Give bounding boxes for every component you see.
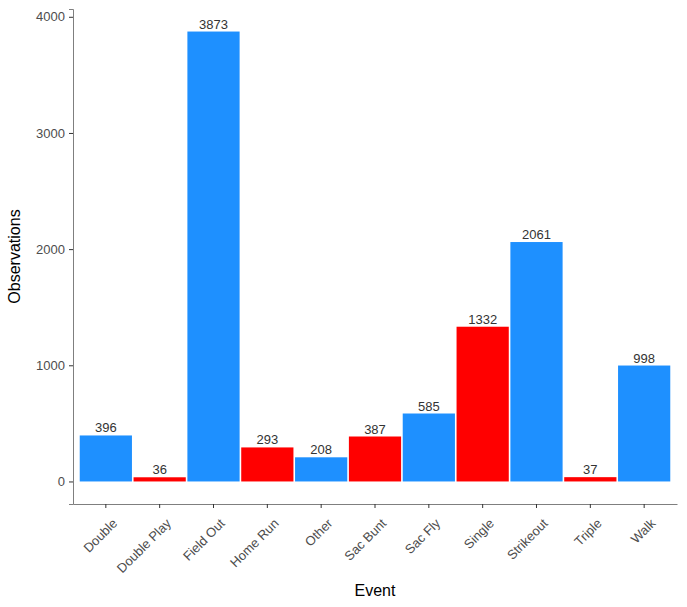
x-tick-mark	[536, 504, 537, 508]
bar	[510, 242, 562, 481]
y-tick: 0	[58, 474, 73, 489]
x-tick-label: Other	[302, 515, 336, 549]
data-label: 585	[418, 399, 440, 414]
y-tick-mark	[69, 365, 73, 366]
x-tick-label: Double	[80, 516, 120, 556]
bars	[80, 32, 671, 482]
x-tick-mark	[213, 504, 214, 508]
x-tick-mark	[428, 504, 429, 508]
data-label: 293	[256, 432, 278, 447]
y-tick: 1000	[36, 358, 73, 373]
x-tick: Double Play	[114, 504, 175, 576]
y-tick-mark	[69, 17, 73, 18]
x-tick-mark	[644, 504, 645, 508]
bar	[403, 414, 455, 482]
x-tick: Sac Fly	[402, 504, 444, 557]
y-axis-title: Observations	[6, 209, 23, 303]
x-tick: Double	[80, 504, 120, 555]
x-axis: DoubleDouble PlayField OutHome RunOtherS…	[74, 504, 678, 576]
x-tick-mark	[321, 504, 322, 508]
y-tick-mark	[69, 249, 73, 250]
x-tick-mark	[590, 504, 591, 508]
data-label: 396	[95, 420, 117, 435]
y-tick: 2000	[36, 242, 73, 257]
bar	[564, 477, 616, 481]
y-tick-label: 4000	[36, 9, 65, 24]
x-tick: Field Out	[180, 504, 228, 564]
x-tick-label: Sac Fly	[402, 515, 444, 557]
x-axis-title: Event	[355, 582, 396, 599]
bar	[295, 457, 347, 481]
bar	[134, 477, 186, 481]
y-tick-label: 2000	[36, 242, 65, 257]
y-tick-label: 1000	[36, 358, 65, 373]
x-tick-label: Sac Bunt	[341, 515, 389, 563]
data-label: 998	[633, 351, 655, 366]
bar	[618, 366, 670, 482]
y-tick: 4000	[36, 9, 73, 24]
bar	[241, 447, 293, 481]
x-tick-mark	[375, 504, 376, 508]
x-tick: Other	[302, 504, 336, 549]
bar	[349, 437, 401, 482]
x-tick: Triple	[571, 504, 604, 549]
x-tick: Single	[461, 504, 497, 552]
x-tick-label: Home Run	[227, 516, 282, 571]
x-tick-label: Strikeout	[504, 515, 551, 562]
y-tick: 3000	[36, 126, 73, 141]
chart: 396 36 3873 293 208 387 585 1332 2061 37 998 0 1000 2…	[0, 0, 687, 607]
data-label: 208	[310, 442, 332, 457]
bar	[187, 32, 239, 482]
bar	[457, 327, 509, 482]
x-tick-label: Field Out	[180, 515, 228, 563]
x-tick-label: Triple	[571, 516, 604, 549]
data-label: 2061	[522, 227, 551, 242]
x-tick-mark	[267, 504, 268, 508]
data-label: 387	[364, 422, 386, 437]
x-tick: Walk	[628, 504, 659, 546]
y-tick-mark	[69, 481, 73, 482]
x-tick: Sac Bunt	[341, 504, 389, 564]
y-tick-label: 0	[58, 474, 65, 489]
x-tick: Home Run	[227, 504, 282, 570]
x-tick-mark	[159, 504, 160, 508]
data-label: 3873	[199, 17, 228, 32]
x-tick-label: Walk	[628, 515, 659, 546]
bar	[80, 435, 132, 481]
x-tick-label: Single	[461, 516, 497, 552]
data-label: 37	[583, 462, 597, 477]
y-axis: 0 1000 2000 3000 4000	[36, 9, 73, 504]
data-label: 36	[152, 462, 166, 477]
x-tick-mark	[105, 504, 106, 508]
x-tick: Strikeout	[504, 504, 551, 563]
data-label: 1332	[468, 312, 497, 327]
y-axis-line	[69, 10, 74, 505]
y-tick-label: 3000	[36, 126, 65, 141]
x-tick-mark	[482, 504, 483, 508]
data-labels: 396 36 3873 293 208 387 585 1332 2061 37 998	[95, 17, 655, 478]
x-tick-label: Double Play	[114, 515, 175, 576]
y-tick-mark	[69, 133, 73, 134]
